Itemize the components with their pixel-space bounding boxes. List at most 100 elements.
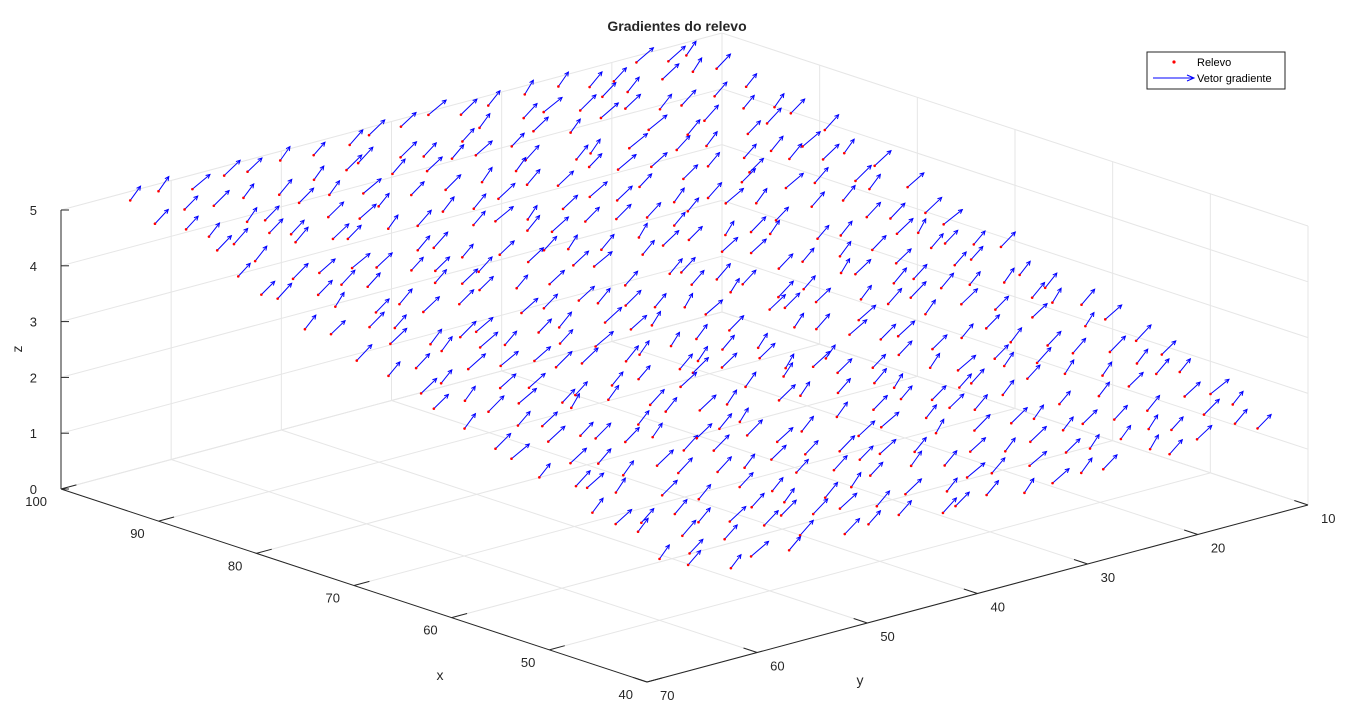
gradient-vector [589, 71, 603, 88]
gradient-vector-head [847, 358, 853, 364]
gradient-vector [528, 373, 546, 389]
gradient-vector-head [287, 282, 293, 288]
gradient-vector-head [661, 292, 667, 299]
relevo-point [425, 169, 429, 173]
gradient-vector [714, 81, 728, 97]
relevo-point [450, 157, 454, 160]
gradient-vector-head [1065, 390, 1071, 396]
gradient-vector [652, 422, 663, 438]
relevo-point [538, 476, 541, 479]
gradient-vector [295, 226, 309, 243]
relevo-point [614, 491, 618, 494]
relevo-point [930, 398, 934, 402]
relevo-point [838, 507, 842, 510]
gradient-vector-head [849, 138, 855, 144]
relevo-point [653, 305, 657, 309]
gradient-vector [462, 128, 475, 142]
gradient-vector [730, 554, 742, 569]
relevo-point [743, 466, 746, 470]
gradient-vector [473, 193, 487, 210]
relevo-point [624, 359, 628, 363]
relevo-point [458, 302, 461, 306]
relevo-point [969, 258, 973, 261]
relevo-point [843, 532, 847, 536]
gradient-vector-head [602, 181, 608, 187]
gradient-vector-head [274, 205, 280, 211]
gradient-vector-head [952, 497, 958, 503]
relevo-point [648, 403, 652, 407]
gradient-vector [433, 394, 449, 410]
gradient-vector [129, 185, 141, 201]
gradient-vector-head [751, 143, 757, 149]
gradient-vector-head [412, 140, 418, 147]
gradient-vector [721, 352, 738, 368]
gradient-vector-head [1052, 272, 1058, 278]
gradient-vector-head [205, 173, 211, 179]
x-tick-mark [256, 548, 272, 554]
relevo-point [782, 375, 785, 378]
gradient-vector [640, 508, 655, 524]
relevo-point [297, 201, 301, 205]
gradient-vector [459, 321, 477, 338]
gradient-vector-head [881, 353, 887, 359]
gradient-vector-head [724, 434, 730, 440]
gradient-vector-head [688, 292, 694, 298]
gradient-vector [699, 394, 717, 411]
gradient-vector [801, 416, 814, 432]
gradient-vector [681, 89, 697, 106]
gradient-vector-head [553, 293, 559, 299]
gradient-vector-head [718, 299, 724, 305]
x-tick-mark [451, 613, 468, 619]
relevo-point [387, 374, 390, 378]
gradient-vector [961, 288, 978, 305]
gradient-vector [581, 347, 599, 364]
relevo-point [312, 178, 316, 182]
legend-box [1146, 51, 1286, 90]
gradient-vector-head [1095, 433, 1100, 440]
gradient-vector [742, 269, 757, 285]
gradient-vector-head [608, 330, 615, 336]
relevo-point [494, 447, 497, 451]
gradient-vector [785, 172, 804, 189]
gradient-vector [673, 212, 686, 226]
relevo-point [478, 346, 482, 349]
gradient-vector-head [568, 328, 574, 335]
relevo-point [533, 359, 536, 363]
relevo-point [789, 111, 793, 115]
gradient-vector-head [952, 477, 958, 483]
gradient-vector-head [856, 471, 862, 478]
gradient-vector-head [694, 197, 700, 203]
gradient-vector [639, 173, 653, 188]
relevo-point [594, 345, 597, 348]
gradient-vector-head [826, 287, 832, 293]
gradient-vector [822, 143, 840, 160]
gradient-vector-head [1112, 454, 1118, 460]
gradient-vector-head [790, 384, 796, 390]
gradient-vector-head [480, 210, 486, 216]
gradient-vector [511, 132, 525, 147]
gradient-vector-head [618, 371, 624, 377]
gradient-vector-head [791, 499, 798, 505]
gradient-vector-head [668, 449, 675, 455]
gradient-vector-head [1017, 326, 1023, 333]
gradient-vector-head [471, 320, 477, 326]
relevo-point [579, 434, 582, 438]
relevo-point [848, 333, 851, 336]
gradient-vector [719, 413, 732, 430]
gradient-vector-head [917, 478, 923, 484]
gradient-vector [724, 220, 735, 236]
relevo-point [399, 155, 402, 159]
gradient-vector-head [299, 219, 305, 225]
relevo-point [1101, 374, 1104, 377]
relevo-point [328, 193, 331, 197]
relevo-point [723, 537, 726, 541]
x-tick-label: 50 [521, 655, 535, 670]
relevo-point [498, 253, 502, 256]
gradient-vector [411, 256, 424, 271]
relevo-point [1002, 281, 1006, 284]
gradient-vector-head [647, 173, 653, 179]
gradient-vector [637, 410, 650, 425]
relevo-point [965, 476, 969, 479]
relevo-point [878, 452, 882, 456]
gradient-vector [1072, 338, 1087, 354]
